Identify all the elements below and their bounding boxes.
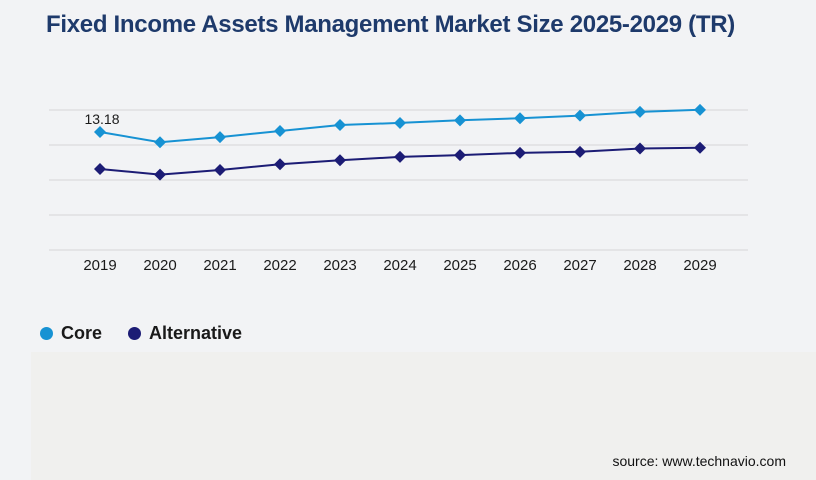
x-axis-label: 2021 bbox=[203, 257, 236, 274]
legend: Core Alternative bbox=[40, 323, 242, 344]
data-point-marker-alternative bbox=[574, 145, 586, 158]
x-axis-label: 2022 bbox=[263, 257, 296, 274]
data-point-marker-alternative bbox=[394, 150, 406, 163]
x-axis-label: 2028 bbox=[623, 257, 656, 274]
data-point-marker-core bbox=[514, 112, 526, 125]
data-point-marker-core bbox=[274, 125, 286, 137]
legend-label-core: Core bbox=[61, 323, 103, 343]
data-point-marker-core bbox=[394, 116, 406, 129]
gridlines bbox=[49, 109, 748, 251]
x-axis-label: 2025 bbox=[443, 257, 476, 274]
data-point-marker-core bbox=[574, 109, 586, 122]
x-axis-label: 2023 bbox=[323, 257, 356, 274]
series-markers bbox=[94, 103, 706, 181]
data-point-marker-core bbox=[94, 126, 106, 139]
legend-label-alternative: Alternative bbox=[149, 323, 243, 343]
x-axis-label: 2029 bbox=[683, 257, 716, 274]
data-point-marker-alternative bbox=[634, 142, 646, 155]
chart-title: Fixed Income Assets Management Market Si… bbox=[46, 11, 735, 38]
data-point-marker-alternative bbox=[94, 162, 106, 175]
data-point-marker-core bbox=[154, 136, 166, 149]
data-point-marker-core bbox=[334, 119, 346, 132]
x-axis-label: 2020 bbox=[143, 257, 176, 274]
x-axis-label: 2026 bbox=[503, 257, 536, 274]
x-axis-label: 2019 bbox=[83, 257, 116, 274]
data-point-marker-alternative bbox=[214, 164, 226, 177]
lower-background-panel bbox=[31, 352, 816, 480]
data-point-marker-core bbox=[454, 114, 466, 127]
data-point-marker-alternative bbox=[514, 146, 526, 159]
data-point-marker-alternative bbox=[154, 168, 166, 181]
x-axis-labels: 2019 2020 2021 2022 2023 2024 2025 2026 2027 2028… bbox=[83, 257, 716, 274]
data-point-marker-core bbox=[214, 131, 226, 144]
data-point-marker-alternative bbox=[694, 141, 706, 154]
data-point-label: 13.18 bbox=[84, 111, 119, 127]
x-axis-label: 2027 bbox=[563, 257, 596, 274]
data-point-marker-core bbox=[634, 105, 646, 118]
data-point-marker-alternative bbox=[334, 154, 346, 167]
data-point-marker-core bbox=[694, 103, 706, 116]
legend-item-alternative: Alternative bbox=[128, 323, 242, 344]
alternative-legend-dot-icon bbox=[128, 327, 142, 340]
x-axis-label: 2024 bbox=[383, 257, 416, 274]
source-attribution: source: www.technavio.com bbox=[612, 453, 786, 469]
data-point-marker-alternative bbox=[274, 158, 286, 171]
legend-item-core: Core bbox=[40, 323, 102, 344]
core-legend-dot-icon bbox=[40, 327, 53, 340]
data-point-marker-alternative bbox=[454, 149, 466, 162]
